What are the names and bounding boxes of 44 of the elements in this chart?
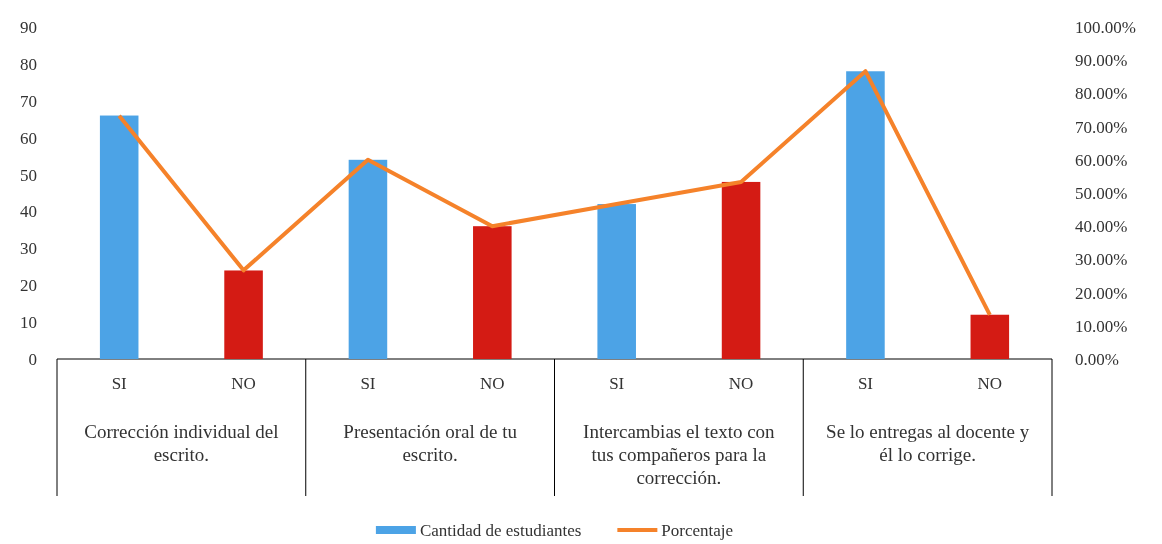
bar: [721, 181, 761, 359]
legend-label: Cantidad de estudiantes: [419, 521, 582, 540]
text: Corrección individual del escrito.: [84, 421, 279, 465]
bar: [473, 226, 512, 359]
y2-tick-label: 90.00%: [1075, 51, 1128, 71]
x-tick-label: NO: [728, 374, 754, 393]
x-tick-label: NO: [977, 374, 1003, 393]
bar: [99, 115, 139, 359]
y2-tick-label: 100.00%: [1075, 17, 1136, 37]
line-series: [117, 69, 992, 317]
y-tick-label: 90: [20, 17, 37, 37]
y2-tick-label: 10.00%: [1075, 316, 1128, 336]
y-tick-label: 50: [20, 165, 37, 185]
y2-tick-label: 50.00%: [1075, 183, 1128, 203]
x-tick-label: NO: [480, 374, 505, 393]
x-tick-label: SI: [609, 374, 625, 393]
y2-tick-label: 60.00%: [1075, 150, 1128, 170]
legend-label: Porcentaje: [661, 521, 734, 540]
bar: [597, 204, 636, 359]
y2-tick-label: 30.00%: [1075, 250, 1128, 270]
y2-tick-label: 40.00%: [1075, 217, 1128, 237]
y-tick-label: 20: [20, 276, 37, 296]
x-tick-label: SI: [360, 374, 376, 393]
x-tick-label: SI: [857, 374, 874, 393]
y2-tick-label: 80.00%: [1075, 84, 1128, 104]
y-tick-label: 40: [20, 202, 37, 222]
y-tick-label: 60: [20, 128, 37, 148]
y-tick-label: 70: [20, 91, 37, 111]
bar: [846, 71, 885, 359]
y2-tick-label: 20.00%: [1075, 283, 1128, 303]
y-tick-label: 10: [20, 313, 37, 333]
y-tick-label: 0: [28, 349, 37, 369]
bar: [970, 314, 1010, 359]
text: Se lo entregas al docente y él lo corrige.: [826, 421, 1030, 465]
text: Presentación oral de tu escrito.: [343, 421, 518, 465]
y2-tick-label: 0.00%: [1075, 349, 1119, 369]
text: Intercambias el texto con tus compañeros para la corrección.: [583, 421, 776, 488]
y-tick-label: 80: [20, 54, 37, 74]
x-tick-label: NO: [231, 374, 256, 393]
bar: [348, 159, 388, 359]
y2-tick-label: 70.00%: [1075, 117, 1128, 137]
y-tick-label: 30: [20, 239, 37, 259]
bar: [224, 270, 263, 359]
x-tick-label: SI: [111, 374, 128, 393]
